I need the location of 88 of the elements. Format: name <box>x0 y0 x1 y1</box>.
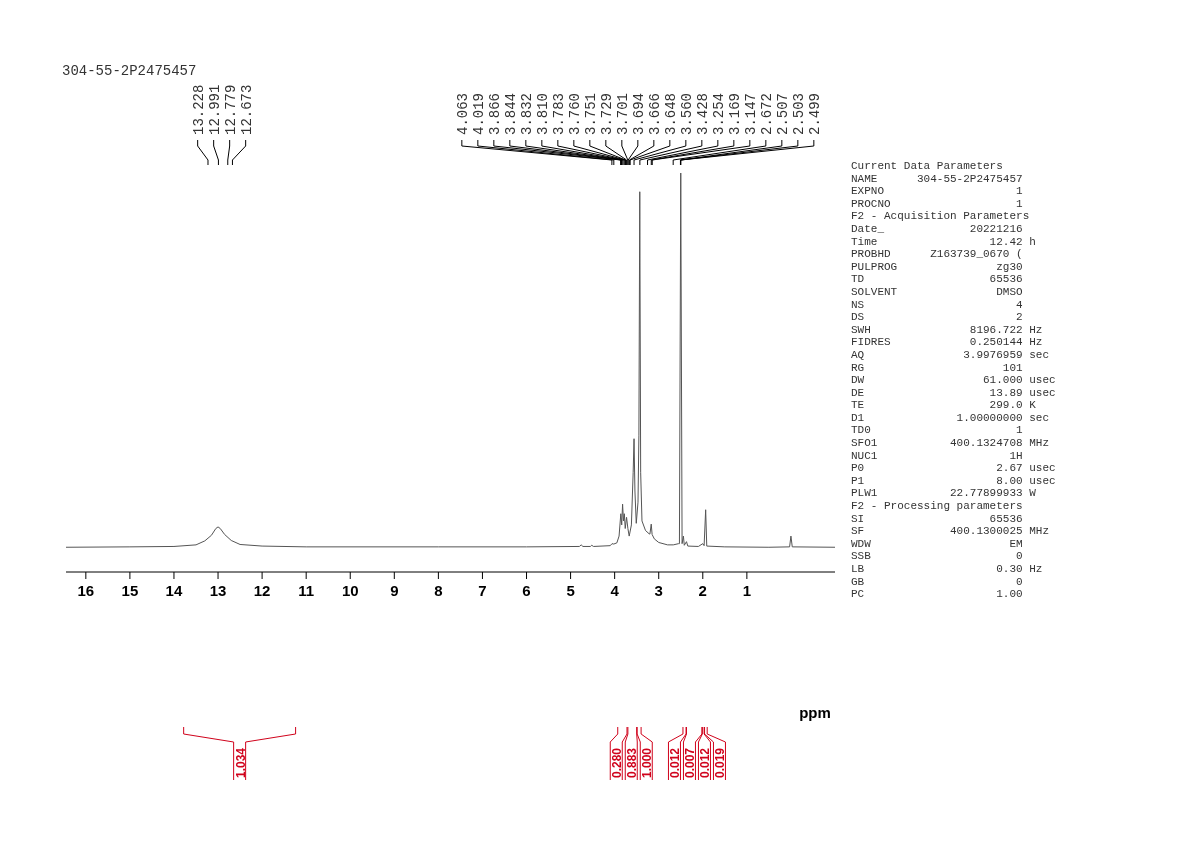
text: RG 101 <box>851 361 1024 375</box>
text: 2.507 <box>774 92 791 135</box>
text: TD 65536 <box>851 273 1024 286</box>
text: D1 1.00000000 sec <box>851 411 1051 425</box>
text: 3.254 <box>710 92 727 135</box>
text: FIDRES 0.250144 Hz <box>851 336 1044 349</box>
text: PULPROG zg30 <box>851 260 1024 274</box>
text: PROCNO 1 <box>851 197 1024 211</box>
text: 2.499 <box>806 92 823 135</box>
text: 3.844 <box>502 92 519 135</box>
text: PC 1.00 <box>851 588 1024 601</box>
text: NAME 304-55-2P2475457 <box>851 172 1024 186</box>
text: SF 400.1300025 MHz <box>851 525 1051 538</box>
text: LB 0.30 Hz <box>851 563 1044 576</box>
text: 3.701 <box>614 92 631 135</box>
text: NUC1 1H <box>851 449 1024 463</box>
text: 3.147 <box>742 92 759 135</box>
text: PROBHD Z163739_0670 ( <box>851 248 1024 261</box>
text: 0.019 <box>713 747 728 778</box>
text: 3.428 <box>694 92 711 135</box>
text: 4.063 <box>454 92 471 135</box>
chart-title: 304-55-2P2475457 <box>62 63 197 79</box>
text: 0.012 <box>698 747 713 778</box>
x-tick-label: 1 <box>742 581 752 599</box>
text: 0.280 <box>610 747 625 778</box>
x-tick-label: 11 <box>298 581 315 599</box>
text: SWH 8196.722 Hz <box>851 323 1044 337</box>
text: PLW1 22.77899933 W <box>851 487 1037 501</box>
text: 3.832 <box>518 92 535 135</box>
text: SI 65536 <box>851 512 1024 526</box>
text: 3.866 <box>486 92 503 135</box>
text: Time 12.42 h <box>851 235 1037 249</box>
text: 1.034 <box>233 747 248 778</box>
x-tick-label: 4 <box>610 581 620 599</box>
text: 0.012 <box>668 747 683 778</box>
text: 1.000 <box>640 747 655 778</box>
text: 12.673 <box>238 84 255 135</box>
x-tick-label: 6 <box>522 581 531 599</box>
text: 3.560 <box>678 92 695 135</box>
x-axis-title: ppm <box>799 704 831 721</box>
text: 3.783 <box>550 92 567 135</box>
x-tick-label: 9 <box>390 581 399 599</box>
text: DW 61.000 usec <box>851 374 1056 387</box>
text: AQ 3.9976959 sec <box>851 348 1051 362</box>
x-tick-label: 2 <box>698 581 707 599</box>
text: 13.228 <box>190 84 207 135</box>
text: 12.991 <box>206 84 223 135</box>
text: P1 8.00 usec <box>851 474 1056 488</box>
text: 3.694 <box>630 92 647 135</box>
text: 3.760 <box>566 92 583 135</box>
text: 3.751 <box>582 92 599 135</box>
text: 3.729 <box>598 92 615 135</box>
text: 0.883 <box>625 747 640 778</box>
text: TE 299.0 K <box>851 399 1037 412</box>
text: 2.503 <box>790 92 807 135</box>
x-tick-label: 10 <box>341 581 359 599</box>
text: SSB 0 <box>851 550 1024 563</box>
text: P0 2.67 usec <box>851 462 1056 475</box>
text: Current Data Parameters <box>851 160 1004 173</box>
text: NS 4 <box>851 298 1024 312</box>
text: Date_ 20221216 <box>851 222 1024 236</box>
text: 2.672 <box>758 92 775 135</box>
text: 3.666 <box>646 92 663 135</box>
text: F2 - Processing parameters <box>851 500 1024 513</box>
text: 12.779 <box>222 84 239 135</box>
text: SFO1 400.1324708 MHz <box>851 437 1051 450</box>
x-tick-label: 3 <box>654 581 663 599</box>
text: GB 0 <box>851 575 1024 589</box>
text: EXPNO 1 <box>851 185 1024 198</box>
text: TD0 1 <box>851 424 1024 438</box>
text: 4.019 <box>470 92 487 135</box>
x-tick-label: 12 <box>253 581 271 599</box>
x-tick-label: 13 <box>209 581 227 599</box>
text: DE 13.89 usec <box>851 386 1056 400</box>
text: 3.810 <box>534 92 551 135</box>
text: F2 - Acquisition Parameters <box>851 210 1031 223</box>
x-tick-label: 14 <box>165 581 183 599</box>
text: 3.169 <box>726 92 743 135</box>
x-tick-label: 8 <box>434 581 443 599</box>
x-tick-label: 15 <box>121 581 139 599</box>
x-tick-label: 7 <box>478 581 487 599</box>
x-tick-label: 16 <box>77 581 95 599</box>
text: WDW EM <box>851 537 1024 551</box>
text: SOLVENT DMSO <box>851 285 1024 299</box>
x-tick-label: 5 <box>566 581 575 599</box>
text: 3.648 <box>662 92 679 135</box>
text: DS 2 <box>851 311 1024 324</box>
text: 0.007 <box>683 747 698 778</box>
